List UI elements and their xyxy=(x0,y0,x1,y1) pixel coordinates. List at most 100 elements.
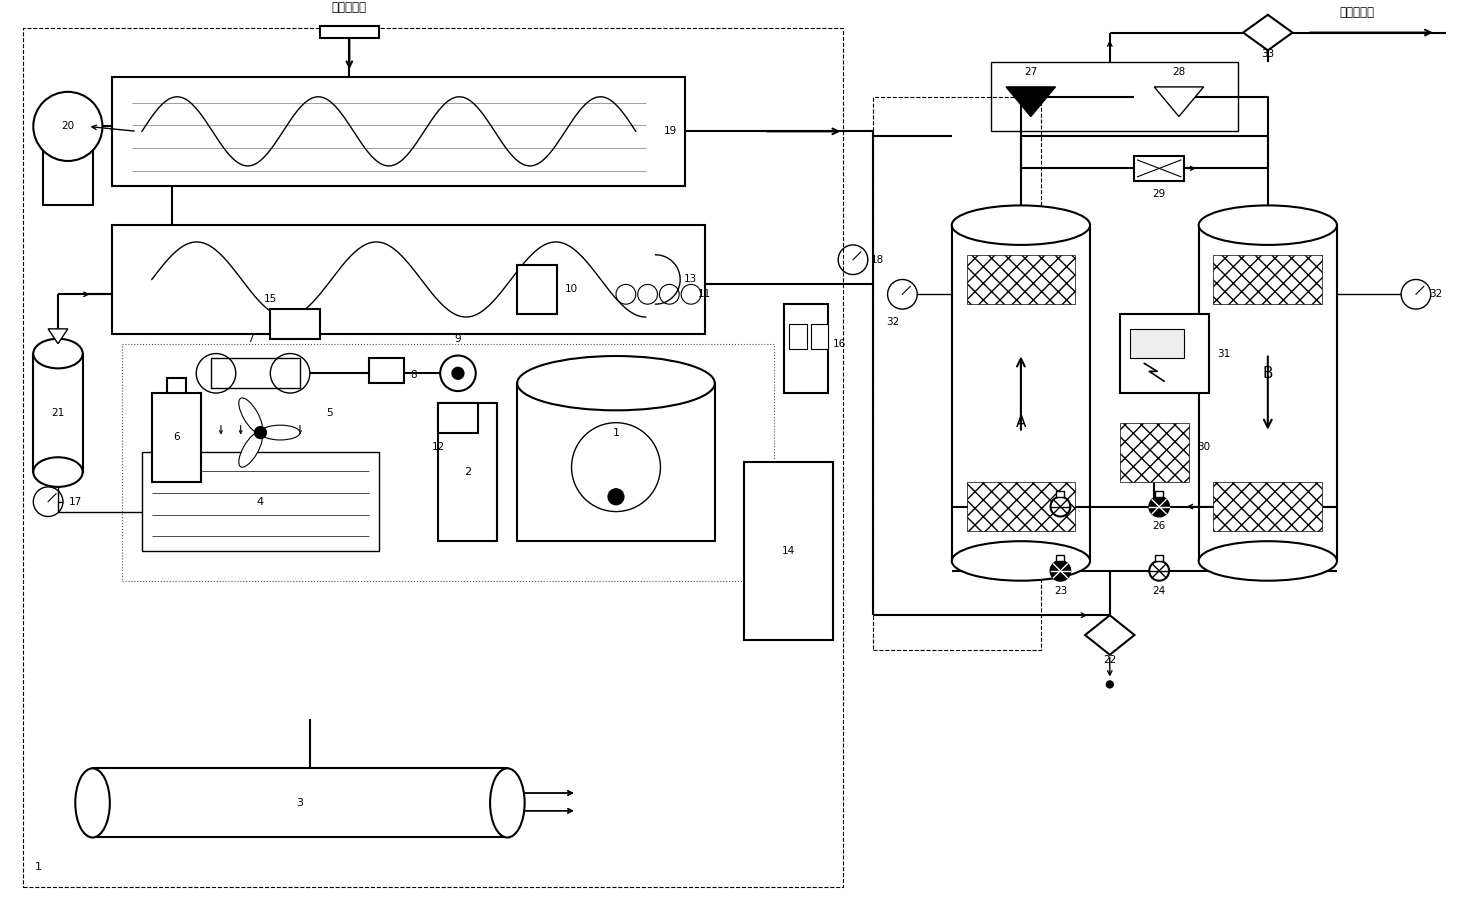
Bar xyxy=(320,25,379,37)
Bar xyxy=(212,359,300,388)
Bar xyxy=(112,77,685,185)
Ellipse shape xyxy=(239,398,263,433)
Circle shape xyxy=(608,489,624,505)
Bar xyxy=(517,383,715,541)
Ellipse shape xyxy=(952,205,1090,245)
Bar xyxy=(1119,423,1188,482)
Text: 14: 14 xyxy=(782,546,795,556)
Bar xyxy=(789,324,806,349)
Ellipse shape xyxy=(517,356,715,410)
Bar xyxy=(166,379,187,393)
Text: 5: 5 xyxy=(326,408,333,418)
Bar xyxy=(93,768,507,837)
Bar xyxy=(517,264,557,314)
Text: A: A xyxy=(1015,415,1025,430)
Bar xyxy=(1056,555,1065,561)
Text: 18: 18 xyxy=(871,255,884,265)
Text: 8: 8 xyxy=(410,370,417,380)
Bar xyxy=(1213,255,1322,304)
Bar xyxy=(992,63,1238,132)
Polygon shape xyxy=(1006,87,1055,116)
Ellipse shape xyxy=(1199,541,1337,581)
Text: 33: 33 xyxy=(1262,49,1275,59)
Bar xyxy=(1130,329,1184,359)
Text: 11: 11 xyxy=(698,290,711,300)
Text: 干空气出口: 干空气出口 xyxy=(1340,6,1374,19)
Text: 湿空气入口: 湿空气入口 xyxy=(332,2,367,15)
Text: 4: 4 xyxy=(257,497,264,507)
Text: 3: 3 xyxy=(297,798,304,808)
Text: 21: 21 xyxy=(51,408,65,418)
Text: 27: 27 xyxy=(1024,67,1037,77)
Bar xyxy=(24,27,843,887)
Text: 22: 22 xyxy=(1103,655,1116,665)
Bar xyxy=(811,324,829,349)
Ellipse shape xyxy=(34,458,82,487)
Text: DC: DC xyxy=(289,320,301,329)
Bar xyxy=(784,304,829,393)
Text: 2: 2 xyxy=(464,467,472,477)
Text: 24: 24 xyxy=(1153,586,1166,596)
Text: B: B xyxy=(1262,366,1274,380)
Text: 20: 20 xyxy=(62,122,75,132)
Text: 32: 32 xyxy=(1429,290,1443,300)
Text: 28: 28 xyxy=(1172,67,1185,77)
Text: 31: 31 xyxy=(1216,349,1230,359)
Polygon shape xyxy=(1086,616,1134,655)
Bar xyxy=(967,482,1075,531)
Text: 29: 29 xyxy=(1153,189,1166,199)
Bar xyxy=(1056,491,1065,497)
Bar xyxy=(112,225,705,334)
Circle shape xyxy=(1149,497,1169,517)
Bar xyxy=(142,452,379,551)
Bar xyxy=(369,359,404,383)
Bar xyxy=(1213,482,1322,531)
Bar xyxy=(43,126,93,205)
Bar xyxy=(745,462,833,640)
Bar xyxy=(122,343,774,581)
Ellipse shape xyxy=(1199,205,1337,245)
Bar xyxy=(1155,491,1163,497)
Ellipse shape xyxy=(239,432,263,468)
Ellipse shape xyxy=(260,425,300,440)
Text: 32: 32 xyxy=(886,317,899,327)
Ellipse shape xyxy=(34,339,82,369)
Polygon shape xyxy=(1243,15,1293,50)
Text: 19: 19 xyxy=(664,126,677,136)
Bar xyxy=(151,393,201,482)
Bar xyxy=(1119,314,1209,393)
Bar xyxy=(873,97,1040,650)
Text: 23: 23 xyxy=(1053,586,1066,596)
Text: 17: 17 xyxy=(69,497,82,507)
Text: 6: 6 xyxy=(173,432,179,442)
Text: 25: 25 xyxy=(1053,521,1066,531)
Bar xyxy=(952,225,1090,561)
Circle shape xyxy=(254,427,266,439)
Bar xyxy=(1155,555,1163,561)
Polygon shape xyxy=(48,329,68,343)
Text: 30: 30 xyxy=(1197,442,1210,452)
Bar xyxy=(967,255,1075,304)
Text: 13: 13 xyxy=(683,274,696,284)
Text: 1: 1 xyxy=(613,428,620,438)
Text: 16: 16 xyxy=(833,339,846,349)
Ellipse shape xyxy=(491,768,524,837)
Circle shape xyxy=(1050,561,1071,581)
Polygon shape xyxy=(1155,87,1203,116)
Bar xyxy=(1134,156,1184,181)
Ellipse shape xyxy=(952,541,1090,581)
Text: 15: 15 xyxy=(264,294,278,304)
Text: 9: 9 xyxy=(455,334,461,344)
Text: 26: 26 xyxy=(1153,521,1166,531)
Circle shape xyxy=(452,368,464,380)
Text: 10: 10 xyxy=(566,284,579,294)
Bar xyxy=(438,403,498,541)
Circle shape xyxy=(1106,681,1114,688)
Ellipse shape xyxy=(75,768,110,837)
Text: 12: 12 xyxy=(432,442,445,452)
Bar xyxy=(270,309,320,339)
Text: 7: 7 xyxy=(247,334,254,344)
Bar xyxy=(438,403,477,432)
Text: 1: 1 xyxy=(35,862,41,872)
Circle shape xyxy=(1050,497,1071,517)
